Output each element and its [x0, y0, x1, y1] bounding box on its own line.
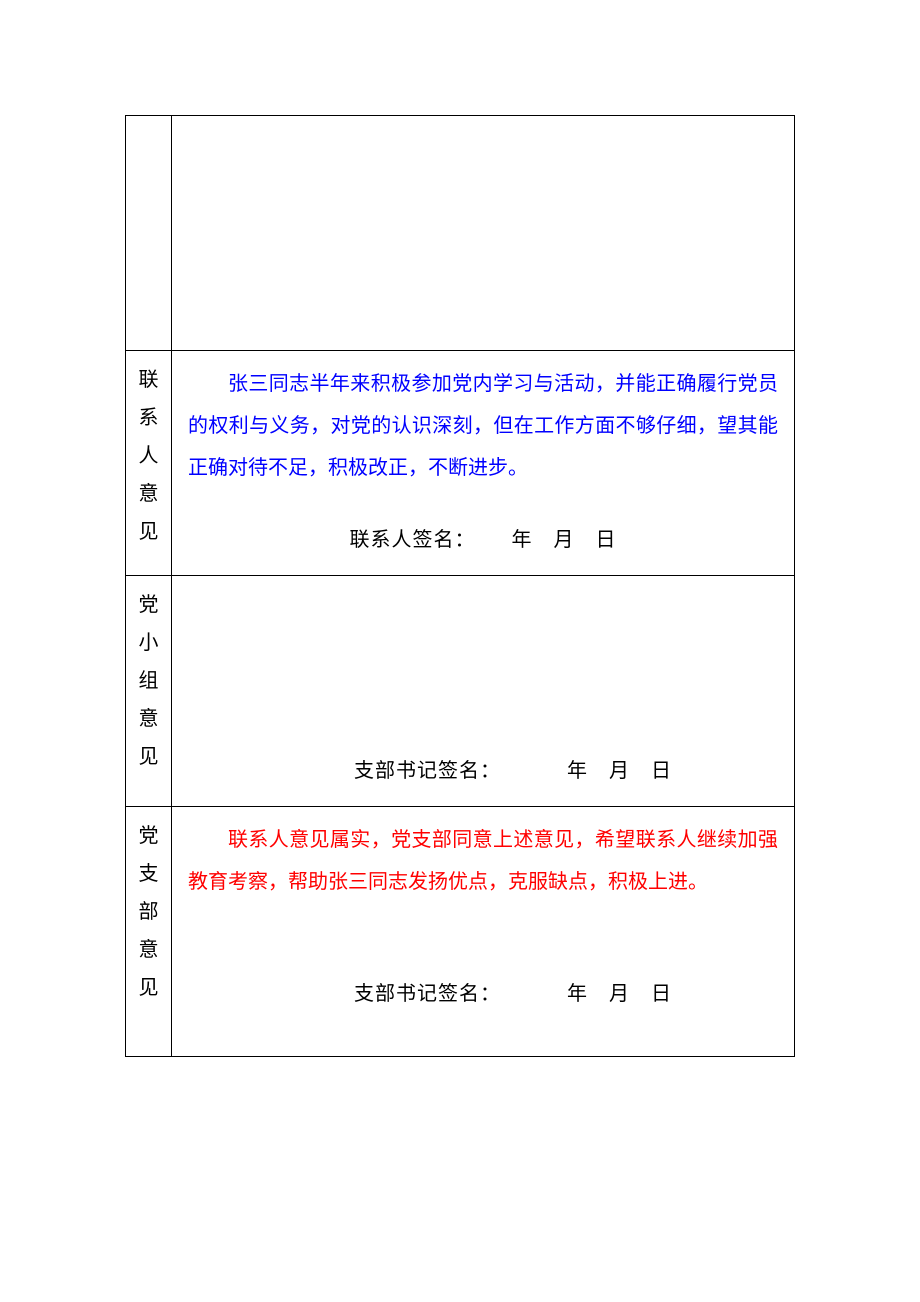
contact-signature-label: 联系人签名：	[350, 519, 476, 561]
contact-content-cell: 张三同志半年来积极参加党内学习与活动，并能正确履行党员的权利与义务，对党的认识深…	[172, 351, 795, 576]
contact-opinion-row: 联 系 人 意 见 张三同志半年来积极参加党内学习与活动，并能正确履行党员的权利…	[126, 351, 795, 576]
branch-signature-date: 年 月 日	[567, 973, 672, 1015]
label-char: 见	[130, 969, 167, 1007]
label-char: 支	[130, 855, 167, 893]
group-content-cell: 支部书记签名： 年 月 日	[172, 576, 795, 807]
branch-label-cell: 党 支 部 意 见	[126, 807, 172, 1057]
label-char: 党	[130, 817, 167, 855]
label-char: 党	[130, 586, 167, 624]
label-char: 系	[130, 399, 167, 437]
label-char: 部	[130, 893, 167, 931]
group-opinion-text	[188, 588, 778, 630]
contact-label-cell: 联 系 人 意 见	[126, 351, 172, 576]
contact-signature-date: 年 月 日	[512, 519, 617, 561]
label-char: 人	[130, 437, 167, 475]
branch-opinion-row: 党 支 部 意 见 联系人意见属实，党支部同意上述意见，希望联系人继续加强教育考…	[126, 807, 795, 1057]
contact-opinion-text: 张三同志半年来积极参加党内学习与活动，并能正确履行党员的权利与义务，对党的认识深…	[188, 363, 778, 489]
empty-row	[126, 116, 795, 351]
group-signature-date: 年 月 日	[567, 750, 672, 792]
group-label-cell: 党 小 组 意 见	[126, 576, 172, 807]
label-char: 意	[130, 475, 167, 513]
empty-label-cell	[126, 116, 172, 351]
contact-signature-line: 联系人签名： 年 月 日	[188, 519, 778, 561]
group-opinion-row: 党 小 组 意 见 支部书记签名： 年 月 日	[126, 576, 795, 807]
label-char: 联	[130, 361, 167, 399]
branch-signature-line: 支部书记签名： 年 月 日	[188, 973, 778, 1015]
opinion-form-table: 联 系 人 意 见 张三同志半年来积极参加党内学习与活动，并能正确履行党员的权利…	[125, 115, 795, 1057]
branch-content-cell: 联系人意见属实，党支部同意上述意见，希望联系人继续加强教育考察，帮助张三同志发扬…	[172, 807, 795, 1057]
group-signature-label: 支部书记签名：	[354, 750, 501, 792]
branch-opinion-text: 联系人意见属实，党支部同意上述意见，希望联系人继续加强教育考察，帮助张三同志发扬…	[188, 819, 778, 903]
empty-content-cell	[172, 116, 795, 351]
label-char: 见	[130, 738, 167, 776]
label-char: 小	[130, 624, 167, 662]
label-char: 意	[130, 931, 167, 969]
label-char: 意	[130, 700, 167, 738]
group-signature-line: 支部书记签名： 年 月 日	[188, 750, 778, 792]
label-char: 组	[130, 662, 167, 700]
label-char: 见	[130, 513, 167, 551]
branch-signature-label: 支部书记签名：	[354, 973, 501, 1015]
